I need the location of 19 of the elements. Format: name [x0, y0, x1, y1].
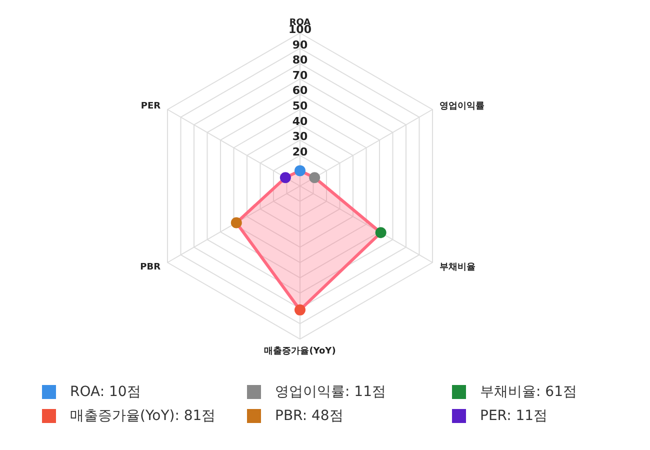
- spoke-label: 부채비율: [439, 262, 476, 273]
- text: PER: 11점: [480, 407, 548, 425]
- spoke-label: 영업이익률: [439, 102, 484, 112]
- text: 부채비율: 61점: [480, 383, 577, 401]
- text: 영업이익률: 11점: [275, 383, 386, 401]
- y-tick-label: 80: [292, 54, 308, 67]
- spoke-label: PER: [140, 102, 161, 112]
- y-tick-label: 20: [292, 145, 308, 158]
- y-tick-label: 90: [292, 38, 308, 52]
- y-tick-label: 30: [292, 130, 308, 144]
- text: ROA: 10점: [70, 383, 141, 401]
- y-tick-label: 40: [292, 114, 308, 128]
- y-tick-label: 50: [292, 100, 308, 112]
- text: 매출증가율(YoY): 81점: [70, 407, 216, 425]
- y-tick-label: 70: [292, 68, 308, 82]
- spoke-label: 매출증가율(YoY): [264, 345, 336, 356]
- spoke-label: PBR: [140, 262, 161, 273]
- y-tick-label: 60: [292, 84, 308, 98]
- text: PBR: 48점: [275, 407, 344, 425]
